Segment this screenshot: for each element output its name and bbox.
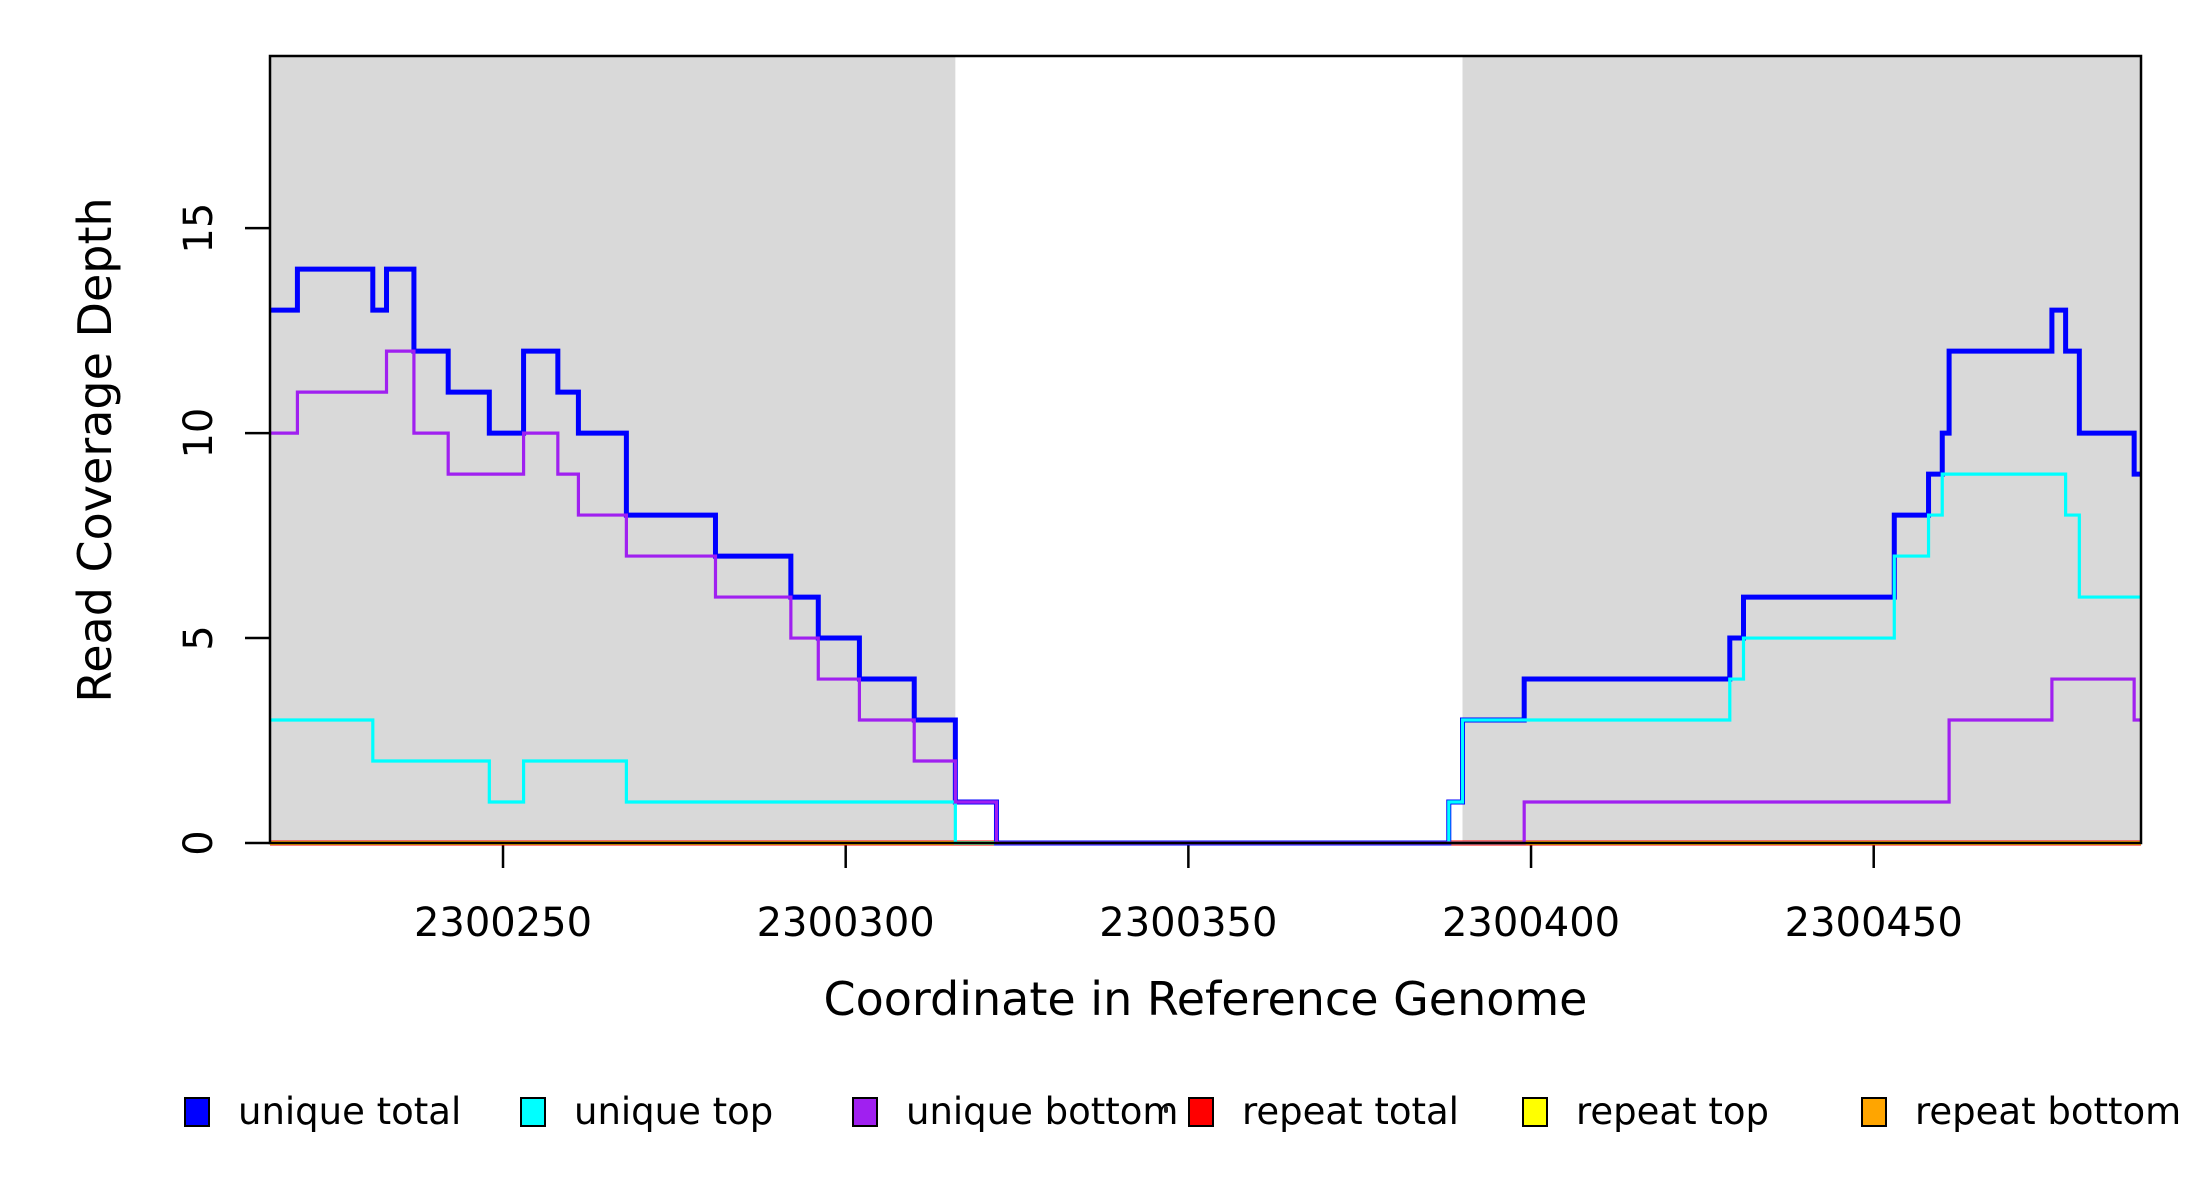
legend-label: repeat top [1576, 1090, 1769, 1133]
y-tick-label: 5 [176, 625, 222, 650]
x-tick-label: 2300300 [757, 900, 935, 946]
legend-label: unique top [574, 1090, 774, 1133]
series-unique-total [270, 266, 2141, 846]
legend: unique total unique top unique bottom re… [0, 1090, 2200, 1134]
shaded-region [270, 56, 956, 843]
legend-swatch-unique-top [520, 1097, 546, 1127]
legend-item-unique-top: unique top [520, 1090, 774, 1133]
legend-swatch-repeat-bottom [1861, 1097, 1887, 1127]
legend-swatch-unique-bottom [852, 1097, 878, 1127]
legend-item-unique-bottom: unique bottom [852, 1090, 1179, 1133]
legend-label: unique total [238, 1090, 462, 1133]
x-tick-label: 2300250 [414, 900, 592, 946]
y-tick-label: 10 [176, 408, 222, 459]
x-axis-title: Coordinate in Reference Genome [823, 972, 1588, 1026]
x-tick-label: 2300350 [1099, 900, 1277, 946]
shaded-region [1462, 56, 2141, 843]
legend-item-repeat-top: repeat top [1522, 1090, 1769, 1133]
legend-label: unique bottom [906, 1090, 1179, 1133]
series-unique-bottom [270, 349, 2141, 845]
x-tick-label: 2300450 [1785, 900, 1963, 946]
stray-mark [1164, 1106, 1168, 1113]
legend-swatch-repeat-top [1522, 1097, 1548, 1127]
legend-item-repeat-total: repeat total [1188, 1090, 1459, 1133]
legend-item-unique-total: unique total [184, 1090, 462, 1133]
legend-swatch-unique-total [184, 1097, 210, 1127]
y-axis-title: Read Coverage Depth [68, 197, 122, 703]
legend-item-repeat-bottom: repeat bottom [1861, 1090, 2182, 1133]
plot-border [268, 54, 2143, 845]
y-tick-label: 0 [176, 830, 222, 855]
legend-swatch-repeat-total [1188, 1097, 1214, 1127]
x-tick-label: 2300400 [1442, 900, 1620, 946]
y-tick-label: 15 [176, 203, 222, 254]
series-unique-top [270, 472, 2141, 845]
legend-label: repeat bottom [1915, 1090, 2182, 1133]
legend-label: repeat total [1242, 1090, 1459, 1133]
